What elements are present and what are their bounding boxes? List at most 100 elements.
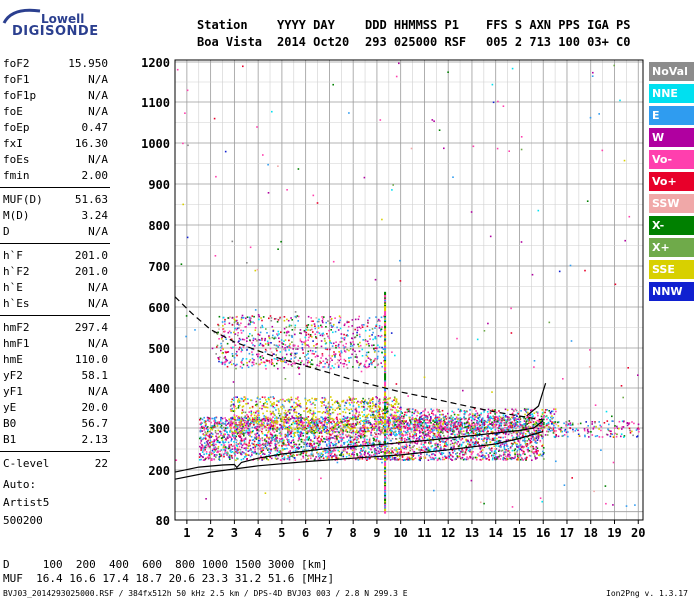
data-point (317, 428, 319, 430)
data-point (505, 439, 508, 441)
data-point (235, 428, 238, 431)
data-point (443, 419, 445, 422)
data-point (303, 417, 305, 420)
data-point (235, 425, 237, 427)
data-point (496, 433, 499, 435)
data-point (484, 456, 486, 459)
data-point (268, 436, 271, 439)
data-point (355, 418, 358, 421)
data-point (261, 459, 263, 461)
data-point (303, 347, 306, 349)
data-point (373, 427, 375, 430)
data-point (221, 437, 224, 439)
data-point (270, 420, 273, 422)
data-point (275, 416, 278, 418)
data-point (267, 431, 269, 434)
data-point (218, 328, 220, 330)
data-point (236, 443, 239, 445)
data-point (498, 432, 501, 435)
data-point (343, 418, 345, 421)
data-point (263, 415, 265, 417)
chart-points (175, 62, 640, 514)
data-point (513, 440, 516, 442)
data-point (361, 450, 364, 452)
data-point (340, 351, 343, 354)
data-point (286, 332, 288, 334)
data-point (524, 418, 527, 420)
data-point (336, 437, 338, 440)
data-point (373, 429, 375, 431)
data-point (232, 431, 234, 434)
data-point (251, 450, 254, 453)
data-point (274, 425, 276, 427)
data-point (312, 454, 314, 456)
data-point (229, 424, 231, 426)
data-point (258, 442, 261, 445)
data-point (205, 446, 208, 449)
data-point (374, 366, 376, 369)
data-point (535, 451, 537, 453)
data-point (497, 417, 499, 419)
data-point (312, 446, 314, 449)
data-point (393, 414, 396, 417)
data-point (220, 424, 223, 427)
data-point (258, 418, 261, 421)
data-point (530, 450, 533, 453)
data-point (529, 420, 531, 423)
data-point (251, 357, 254, 360)
data-point (249, 448, 252, 450)
data-point (337, 426, 340, 428)
data-point (299, 453, 302, 456)
data-point (301, 423, 304, 425)
data-point (214, 431, 217, 434)
data-point (316, 423, 319, 426)
data-point (362, 420, 364, 422)
data-point (332, 455, 334, 457)
data-point (396, 451, 399, 453)
data-point (268, 317, 270, 320)
data-point (365, 441, 368, 444)
data-point (354, 447, 356, 450)
data-point (320, 440, 323, 442)
data-point (480, 450, 483, 453)
data-point (273, 353, 275, 355)
data-point (286, 421, 289, 423)
data-point (295, 402, 297, 404)
data-point (266, 422, 269, 425)
data-point (517, 440, 520, 442)
data-point (359, 451, 361, 454)
data-point (308, 336, 310, 339)
data-point (229, 316, 231, 318)
data-point (225, 360, 227, 363)
data-point (245, 397, 247, 400)
data-point (368, 440, 371, 443)
data-point (241, 451, 244, 453)
data-point (346, 348, 348, 351)
data-point (483, 424, 485, 427)
data-point (480, 418, 483, 421)
data-point (361, 430, 364, 432)
data-point (511, 434, 513, 437)
data-point (337, 424, 339, 426)
data-point (296, 403, 298, 405)
data-point (325, 438, 328, 441)
data-point (353, 416, 356, 419)
data-point (241, 433, 244, 435)
data-point (418, 437, 420, 439)
data-point (291, 335, 293, 337)
data-point (331, 365, 334, 367)
data-point (415, 438, 418, 440)
data-point (310, 453, 313, 455)
data-point (448, 436, 451, 439)
data-point (369, 448, 372, 450)
data-point (367, 430, 370, 433)
data-point (400, 430, 402, 432)
data-point (254, 412, 257, 414)
data-point (283, 406, 285, 408)
data-point (353, 424, 356, 427)
data-point (494, 425, 497, 428)
data-point (217, 445, 220, 448)
data-point (315, 420, 318, 423)
data-point (360, 428, 363, 430)
data-point (230, 421, 233, 424)
